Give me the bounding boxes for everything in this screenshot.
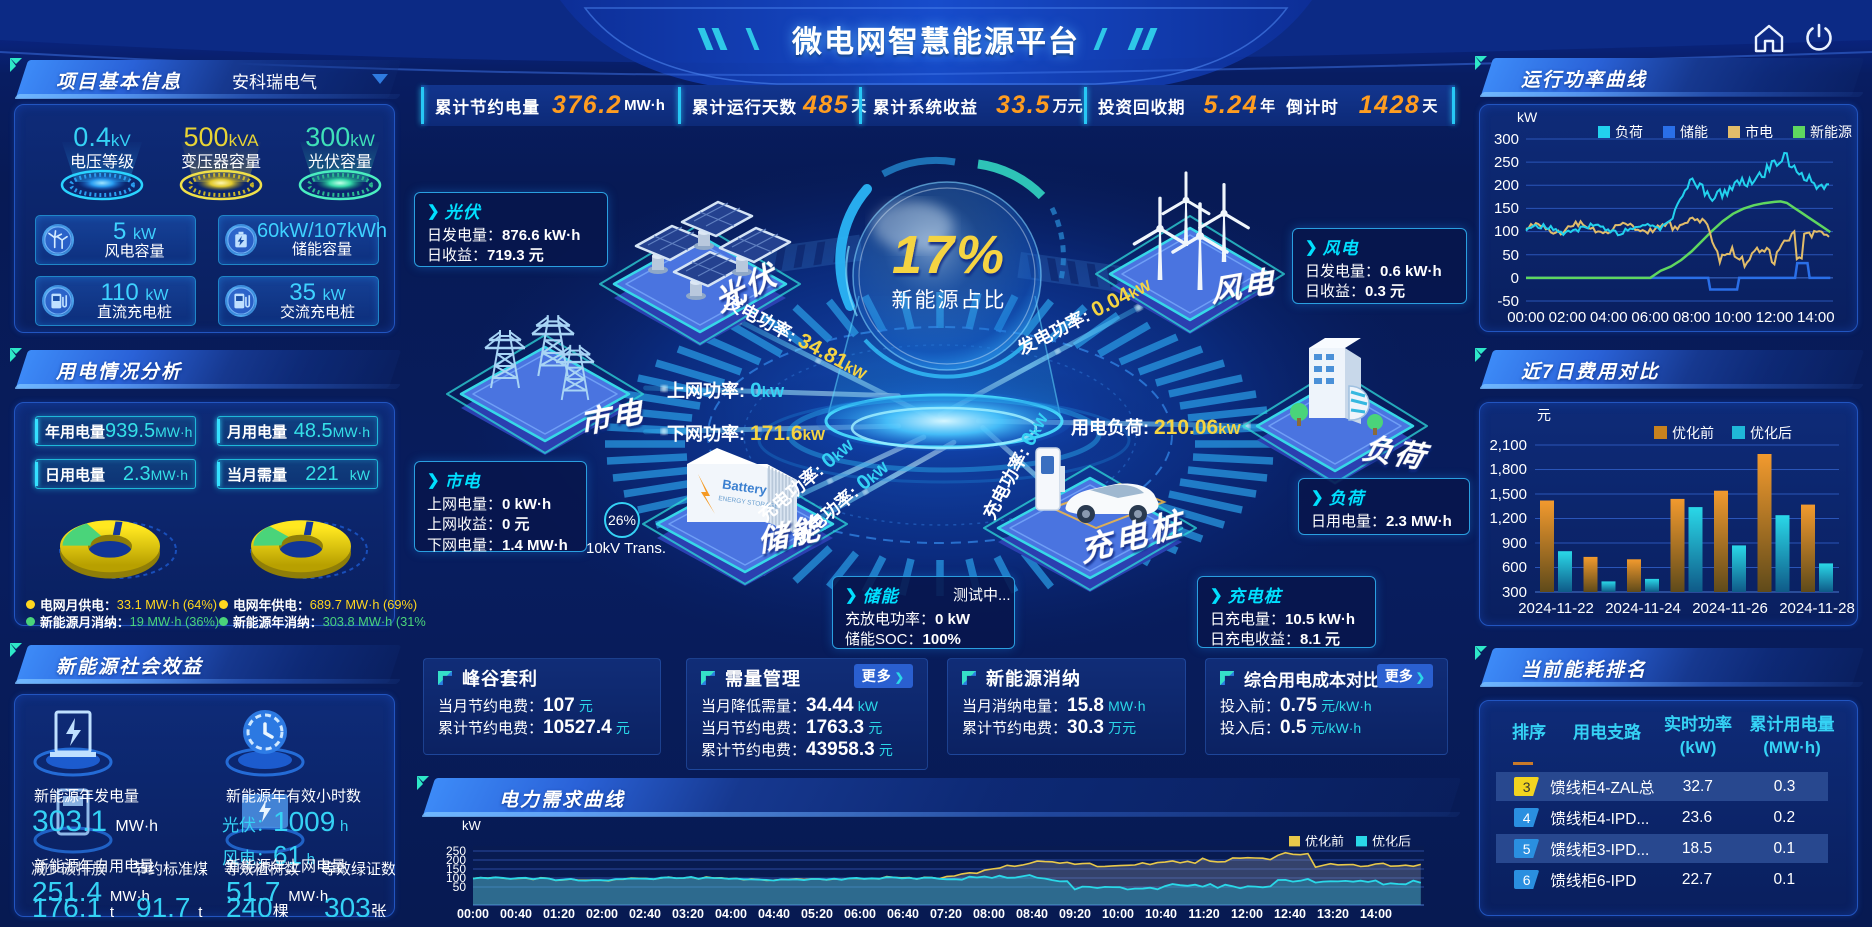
svg-text:05:20: 05:20 — [801, 907, 833, 921]
svg-text:06:00: 06:00 — [1631, 309, 1669, 326]
svg-text:17%: 17% — [892, 225, 1006, 285]
svg-text:06:00: 06:00 — [844, 907, 876, 921]
svg-text:250: 250 — [446, 844, 466, 858]
svg-text:02:00: 02:00 — [586, 907, 618, 921]
svg-text:新能源占比: 新能源占比 — [892, 289, 1007, 312]
svg-text:06:40: 06:40 — [887, 907, 919, 921]
svg-text:-50: -50 — [1497, 293, 1519, 310]
svg-text:kW: kW — [462, 818, 482, 833]
svg-text:07:20: 07:20 — [930, 907, 962, 921]
svg-text:04:00: 04:00 — [1590, 309, 1628, 326]
svg-text:300: 300 — [1494, 131, 1519, 148]
svg-text:02:00: 02:00 — [1549, 309, 1587, 326]
svg-text:2024-11-24: 2024-11-24 — [1605, 600, 1681, 617]
svg-text:200: 200 — [1494, 177, 1519, 194]
svg-text:优化前: 优化前 — [1305, 834, 1344, 849]
svg-text:00:00: 00:00 — [457, 907, 489, 921]
svg-text:11:20: 11:20 — [1188, 907, 1219, 921]
svg-text:kW: kW — [1517, 109, 1538, 125]
svg-text:元: 元 — [1537, 407, 1551, 423]
svg-text:600: 600 — [1502, 559, 1527, 576]
svg-text:储能: 储能 — [1680, 124, 1708, 140]
svg-text:优化前: 优化前 — [1672, 425, 1714, 441]
svg-text:150: 150 — [446, 862, 466, 876]
svg-text:00:40: 00:40 — [500, 907, 532, 921]
svg-text:0: 0 — [1511, 270, 1519, 287]
svg-text:市电: 市电 — [1745, 124, 1773, 140]
svg-text:用电负荷: 210.06kW: 用电负荷: 210.06kW — [1071, 416, 1242, 439]
svg-text:04:00: 04:00 — [715, 907, 747, 921]
svg-text:02:40: 02:40 — [629, 907, 661, 921]
svg-text:12:40: 12:40 — [1274, 907, 1306, 921]
svg-text:50: 50 — [453, 880, 467, 894]
svg-text:04:40: 04:40 — [758, 907, 790, 921]
svg-text:10:40: 10:40 — [1145, 907, 1177, 921]
svg-text:150: 150 — [1494, 200, 1519, 217]
svg-text:14:00: 14:00 — [1360, 907, 1392, 921]
svg-text:08:00: 08:00 — [973, 907, 1005, 921]
svg-text:100: 100 — [446, 871, 466, 885]
svg-text:900: 900 — [1502, 535, 1527, 552]
svg-text:09:20: 09:20 — [1059, 907, 1091, 921]
svg-text:1,200: 1,200 — [1489, 510, 1527, 527]
svg-text:13:20: 13:20 — [1317, 907, 1349, 921]
svg-text:08:40: 08:40 — [1016, 907, 1048, 921]
svg-text:1,800: 1,800 — [1489, 461, 1527, 478]
svg-text:50: 50 — [1502, 247, 1519, 264]
svg-text:上网功率: 0kW: 上网功率: 0kW — [667, 379, 785, 402]
svg-text:2024-11-28: 2024-11-28 — [1779, 600, 1855, 617]
svg-text:03:20: 03:20 — [672, 907, 704, 921]
svg-text:00:00: 00:00 — [1507, 309, 1545, 326]
svg-text:10:00: 10:00 — [1102, 907, 1134, 921]
svg-text:2024-11-26: 2024-11-26 — [1692, 600, 1768, 617]
svg-text:负荷: 负荷 — [1615, 124, 1643, 140]
svg-text:2,100: 2,100 — [1489, 437, 1527, 454]
svg-text:01:20: 01:20 — [543, 907, 575, 921]
svg-text:08:00: 08:00 — [1673, 309, 1711, 326]
svg-text:1,500: 1,500 — [1489, 486, 1527, 503]
svg-text:100: 100 — [1494, 223, 1519, 240]
svg-text:下网功率: 171.6kW: 下网功率: 171.6kW — [667, 422, 826, 445]
svg-text:300: 300 — [1502, 584, 1527, 601]
svg-text:200: 200 — [446, 853, 466, 867]
svg-text:10:00: 10:00 — [1714, 309, 1752, 326]
svg-text:14:00: 14:00 — [1797, 309, 1835, 326]
svg-text:12:00: 12:00 — [1231, 907, 1263, 921]
svg-text:优化后: 优化后 — [1750, 425, 1792, 441]
svg-text:2024-11-22: 2024-11-22 — [1518, 600, 1594, 617]
svg-text:优化后: 优化后 — [1372, 834, 1411, 849]
svg-text:250: 250 — [1494, 154, 1519, 171]
svg-text:Battery: Battery — [721, 477, 768, 498]
svg-text:新能源: 新能源 — [1810, 124, 1852, 140]
svg-text:12:00: 12:00 — [1756, 309, 1794, 326]
